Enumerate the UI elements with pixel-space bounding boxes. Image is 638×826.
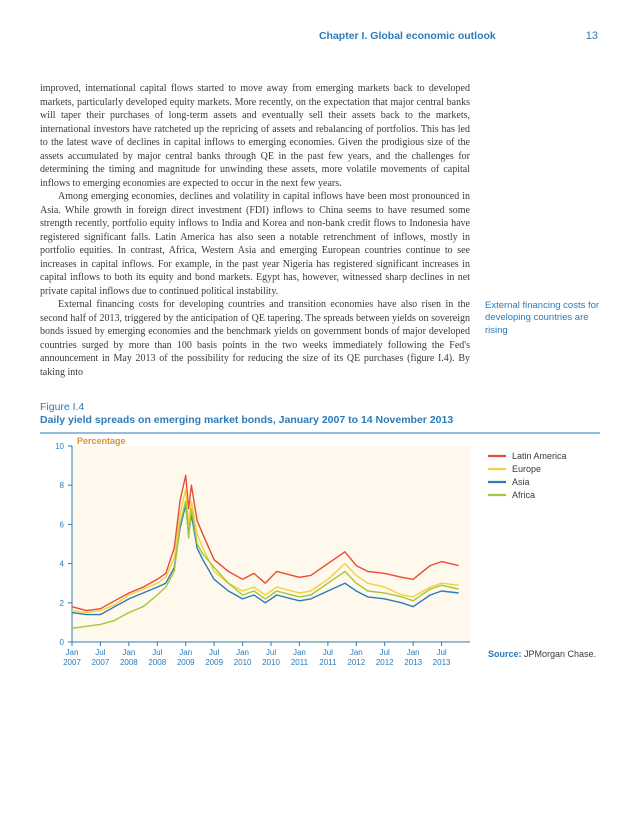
paragraph-1: improved, international capital flows st…: [40, 82, 470, 190]
figure-title: Daily yield spreads on emerging market b…: [40, 414, 598, 426]
svg-text:Asia: Asia: [512, 477, 530, 487]
svg-text:Jan: Jan: [179, 648, 192, 657]
svg-text:0: 0: [60, 638, 65, 647]
svg-text:4: 4: [60, 560, 65, 569]
svg-text:2013: 2013: [433, 658, 451, 667]
paragraph-2: Among emerging economies, declines and v…: [40, 190, 470, 298]
page-number: 13: [586, 30, 598, 42]
figure-source: Source: JPMorgan Chase.: [488, 649, 596, 659]
svg-text:Jul: Jul: [95, 648, 105, 657]
svg-text:2010: 2010: [262, 658, 280, 667]
svg-text:Jan: Jan: [236, 648, 249, 657]
margin-note: External financing costs for developing …: [485, 300, 600, 337]
source-label: Source:: [488, 649, 522, 659]
body-content: improved, international capital flows st…: [40, 82, 598, 379]
svg-text:Jul: Jul: [323, 648, 333, 657]
line-chart: Percentage0246810Jan2007Jul2007Jan2008Ju…: [40, 432, 600, 677]
svg-text:2012: 2012: [376, 658, 394, 667]
svg-text:2: 2: [60, 599, 65, 608]
svg-text:Jan: Jan: [66, 648, 79, 657]
svg-text:10: 10: [55, 442, 64, 451]
svg-text:Jan: Jan: [293, 648, 306, 657]
svg-text:2012: 2012: [347, 658, 365, 667]
svg-text:Jan: Jan: [350, 648, 363, 657]
figure-label: Figure I.4: [40, 401, 598, 413]
svg-text:2011: 2011: [319, 658, 337, 667]
svg-text:Jul: Jul: [209, 648, 219, 657]
chart-container: Percentage0246810Jan2007Jul2007Jan2008Ju…: [40, 432, 598, 677]
paragraph-3: External financing costs for developing …: [40, 298, 470, 379]
svg-text:Percentage: Percentage: [77, 436, 126, 446]
chapter-title: Chapter I. Global economic outlook: [319, 30, 496, 42]
svg-text:Jul: Jul: [436, 648, 446, 657]
source-value: JPMorgan Chase.: [524, 649, 596, 659]
svg-text:2010: 2010: [234, 658, 252, 667]
svg-text:2013: 2013: [404, 658, 422, 667]
svg-text:2007: 2007: [92, 658, 110, 667]
svg-text:Jan: Jan: [407, 648, 420, 657]
svg-text:Europe: Europe: [512, 464, 541, 474]
svg-text:2009: 2009: [205, 658, 223, 667]
svg-text:2007: 2007: [63, 658, 81, 667]
svg-text:2008: 2008: [120, 658, 138, 667]
svg-text:2009: 2009: [177, 658, 195, 667]
svg-text:2011: 2011: [291, 658, 309, 667]
svg-text:Jul: Jul: [380, 648, 390, 657]
svg-text:6: 6: [60, 520, 65, 529]
svg-text:2008: 2008: [148, 658, 166, 667]
svg-text:Jul: Jul: [152, 648, 162, 657]
svg-text:Latin America: Latin America: [512, 451, 567, 461]
svg-text:8: 8: [60, 481, 65, 490]
svg-text:Jul: Jul: [266, 648, 276, 657]
svg-text:Jan: Jan: [122, 648, 135, 657]
page-header: Chapter I. Global economic outlook 13: [40, 30, 598, 42]
figure-block: Figure I.4 Daily yield spreads on emergi…: [40, 401, 598, 677]
svg-text:Africa: Africa: [512, 490, 535, 500]
